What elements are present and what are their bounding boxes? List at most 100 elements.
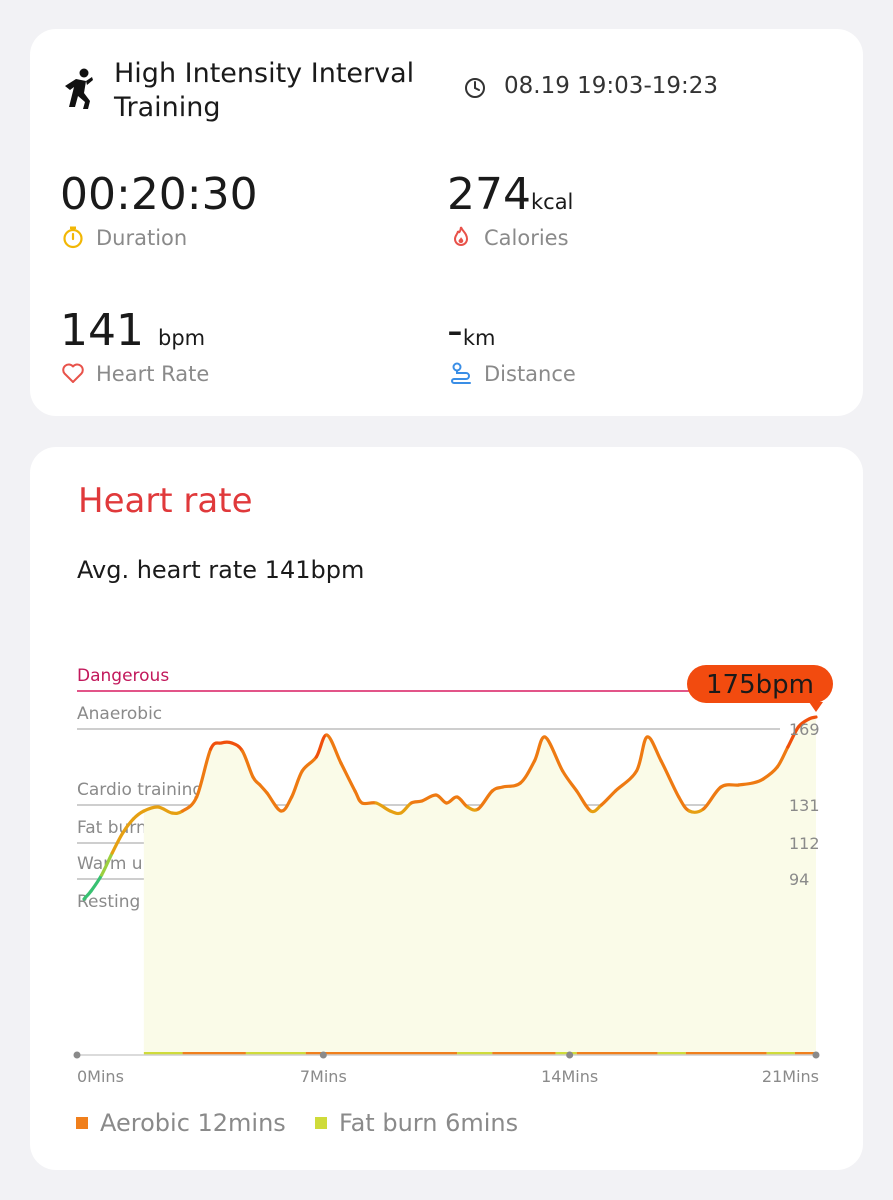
heart-rate-segment xyxy=(360,801,378,806)
heart-rate-segment xyxy=(775,745,790,769)
heart-rate-segment xyxy=(543,735,565,773)
heart-rate-segment xyxy=(339,761,357,793)
x-axis-dot xyxy=(812,1051,820,1059)
heart-rate-line xyxy=(82,715,818,901)
x-tick-label: 14Mins xyxy=(541,1067,598,1086)
y-tick-label: 169 xyxy=(789,720,820,739)
heart-rate-segment xyxy=(518,759,537,785)
clock-icon xyxy=(465,78,485,98)
workout-time-range: 08.19 19:03-19:23 xyxy=(504,73,719,99)
legend-aerobic: Aerobic 12mins xyxy=(76,1109,286,1137)
average-heart-rate: Avg. heart rate 141bpm xyxy=(77,556,365,584)
heart-rate-segment xyxy=(279,795,294,813)
x-axis: 0Mins 7Mins 14Mins 21Mins xyxy=(73,1051,820,1086)
y-tick-label: 112 xyxy=(789,834,820,853)
zone-duration-segment xyxy=(555,1052,577,1055)
heart-rate-segment xyxy=(409,799,424,805)
heart-rate-segment xyxy=(807,715,818,721)
zone-duration-segment xyxy=(245,1052,306,1055)
heart-rate-label: Heart Rate xyxy=(96,362,210,386)
heart-rate-segment xyxy=(687,807,705,814)
heart-rate-card: Heart rate Avg. heart rate 141bpm Danger… xyxy=(30,447,863,1170)
heart-rate-segment xyxy=(645,735,663,763)
calories-block: 274kcal xyxy=(447,169,573,220)
heart-icon xyxy=(62,363,84,383)
zone-duration-segment xyxy=(492,1052,556,1055)
heart-rate-segment xyxy=(325,733,343,765)
workout-title: High Intensity Interval Training xyxy=(114,58,415,123)
heart-rate-chart[interactable]: Dangerous Anaerobic Cardio training Fat bur… xyxy=(30,447,863,1170)
y-tick-label: 131 xyxy=(789,796,820,815)
heart-rate-area xyxy=(143,717,816,1055)
max-heart-rate-bubble xyxy=(687,665,833,703)
zone-duration-segment xyxy=(576,1052,658,1055)
heart-rate-segment xyxy=(736,781,755,787)
calories-label: Calories xyxy=(484,226,569,250)
max-heart-rate-pointer xyxy=(809,702,823,712)
hiit-running-icon xyxy=(65,68,93,109)
zone-duration-segment xyxy=(685,1052,767,1055)
heart-rate-segment xyxy=(170,809,185,815)
heart-rate-unit: bpm xyxy=(157,326,206,350)
zone-label-dangerous: Dangerous xyxy=(77,666,169,686)
zone-label-warm-up: Warm up xyxy=(77,854,153,874)
zone-duration-segment xyxy=(794,1052,816,1055)
heart-rate-segment xyxy=(290,769,304,799)
zone-duration-segment xyxy=(182,1052,246,1055)
duration-value: 00:20:30 xyxy=(60,169,258,220)
heart-rate-segment xyxy=(100,851,114,877)
stopwatch-icon xyxy=(63,226,83,249)
heart-rate-segment xyxy=(240,749,255,779)
workout-summary-card: High Intensity Interval Training 08.19 1… xyxy=(30,29,863,416)
max-marker: 175bpm xyxy=(687,665,833,712)
legend-fat-burn: Fat burn 6mins xyxy=(315,1109,518,1137)
distance-unit: km xyxy=(462,326,496,350)
heart-rate-segment xyxy=(599,789,618,807)
distance-block: -km xyxy=(447,305,496,356)
zone-duration-segment xyxy=(143,1052,183,1055)
x-tick-label: 7Mins xyxy=(300,1067,347,1086)
y-tick-label: 94 xyxy=(789,870,809,889)
max-heart-rate-label: 175bpm xyxy=(706,670,814,700)
distance-value: - xyxy=(447,305,463,356)
legend-aerobic-label: Aerobic 12mins xyxy=(100,1109,286,1137)
flame-icon xyxy=(453,226,469,246)
legend-fat-burn-label: Fat burn 6mins xyxy=(339,1109,519,1137)
heart-rate-segment xyxy=(180,795,199,813)
heart-rate-segment xyxy=(501,781,522,789)
heart-rate-segment xyxy=(300,755,318,773)
zone-duration-segment xyxy=(305,1052,458,1055)
x-tick-label: 0Mins xyxy=(77,1067,124,1086)
heart-rate-segment xyxy=(701,785,723,811)
zone-duration-segment xyxy=(457,1052,493,1055)
heart-rate-segment xyxy=(89,873,104,893)
distance-label: Distance xyxy=(484,362,576,386)
x-axis-dot xyxy=(319,1051,327,1059)
heart-rate-block: 141 bpm xyxy=(60,305,205,356)
zone-duration-segment xyxy=(657,1052,686,1055)
heart-rate-segment xyxy=(659,759,681,799)
zone-label-resting: Resting xyxy=(77,892,140,912)
heart-rate-segment xyxy=(110,831,125,855)
legend-fat-burn-swatch xyxy=(315,1117,327,1129)
legend-aerobic-swatch xyxy=(76,1117,88,1129)
calories-value: 274 xyxy=(447,169,531,220)
x-tick-label: 21Mins xyxy=(762,1067,819,1086)
heart-rate-value: 141 xyxy=(60,305,144,356)
zone-duration-band xyxy=(143,1052,816,1055)
heart-rate-segment xyxy=(613,769,639,793)
zone-label-cardio-training: Cardio training xyxy=(77,780,203,800)
zone-label-anaerobic: Anaerobic xyxy=(77,704,162,724)
heart-rate-segment xyxy=(466,805,480,812)
duration-label: Duration xyxy=(96,226,188,250)
zone-duration-segment xyxy=(766,1052,795,1055)
heart-rate-title: Heart rate xyxy=(78,481,253,521)
y-axis-ticks: 94 112 131 169 xyxy=(789,720,820,889)
heart-rate-segment xyxy=(561,769,579,793)
heart-rate-segment xyxy=(761,765,779,781)
x-axis-dot xyxy=(566,1051,574,1059)
heart-rate-segment xyxy=(195,747,213,799)
route-pin-icon xyxy=(451,362,471,384)
x-axis-dot xyxy=(73,1051,81,1059)
calories-unit: kcal xyxy=(530,190,574,214)
